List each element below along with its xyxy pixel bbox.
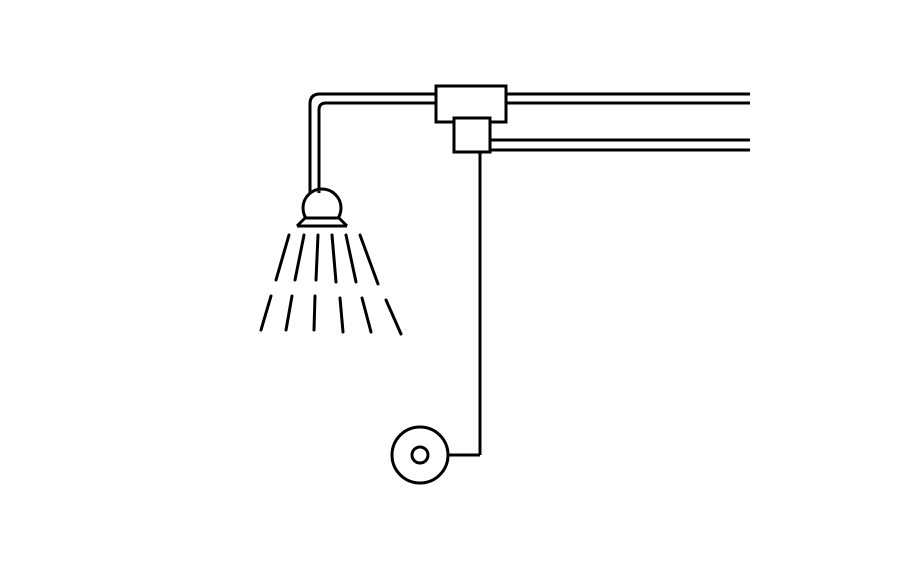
plumbing-diagram xyxy=(0,0,901,588)
